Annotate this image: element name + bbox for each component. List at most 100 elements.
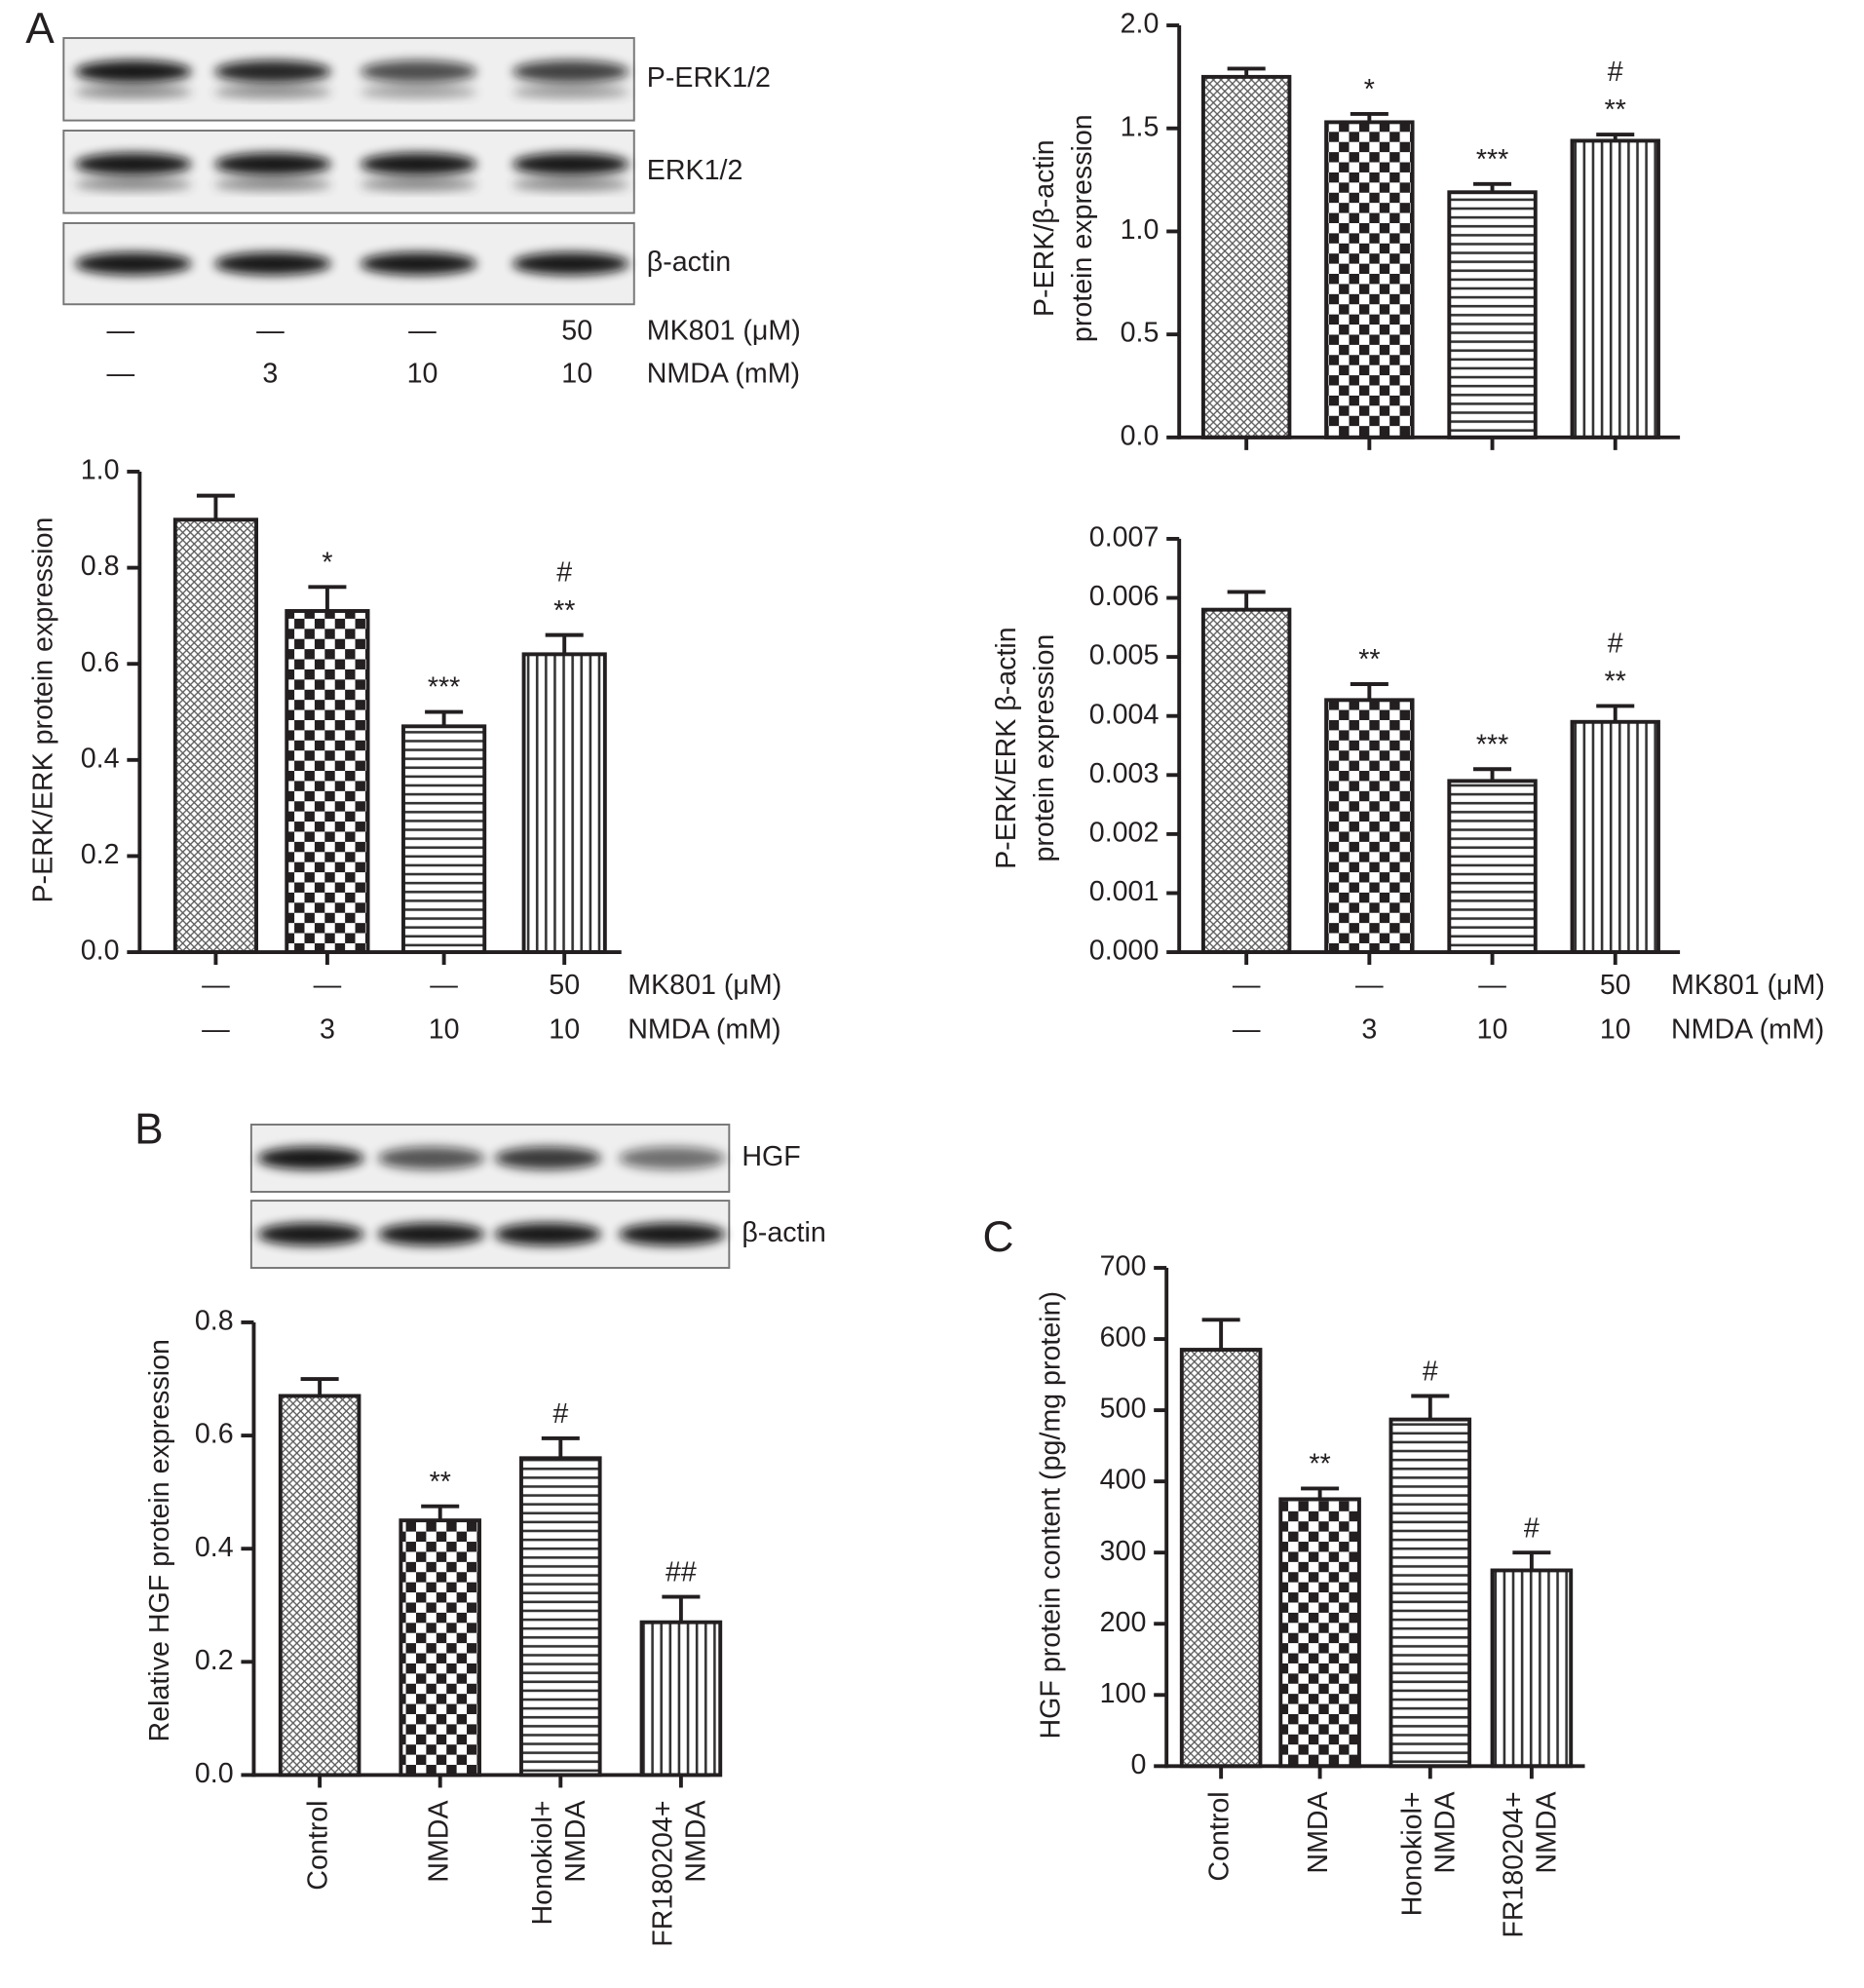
y-tick-label: 0.0 bbox=[1121, 420, 1160, 451]
y-axis-label: P-ERK/β-actin bbox=[1029, 139, 1060, 317]
blot-band bbox=[360, 152, 477, 176]
condition-label: — bbox=[408, 315, 437, 346]
significance-label: ## bbox=[666, 1557, 697, 1588]
x-tick-label: Control bbox=[1204, 1791, 1236, 1881]
bar bbox=[399, 1518, 481, 1778]
blot-band bbox=[512, 85, 629, 98]
bar bbox=[521, 652, 607, 955]
condition-label: — bbox=[314, 970, 342, 1001]
y-tick-label: 1.5 bbox=[1121, 111, 1160, 142]
condition-label: — bbox=[1478, 970, 1506, 1001]
blot-band bbox=[619, 1146, 726, 1170]
blot-label: P-ERK1/2 bbox=[647, 62, 771, 94]
blot-band bbox=[75, 251, 192, 276]
bar bbox=[172, 517, 259, 955]
condition-label: 50 bbox=[1600, 970, 1631, 1001]
significance-label: ** bbox=[553, 595, 575, 627]
bar bbox=[639, 1620, 723, 1778]
significance-label: *** bbox=[1476, 144, 1508, 175]
bar bbox=[1200, 607, 1292, 955]
bar bbox=[278, 1394, 361, 1778]
panel-label: C bbox=[983, 1213, 1014, 1261]
y-axis-label: Relative HGF protein expression bbox=[144, 1339, 175, 1741]
y-tick-label: 300 bbox=[1100, 1536, 1147, 1567]
significance-label: ** bbox=[1605, 667, 1626, 698]
y-tick-label: 0.8 bbox=[195, 1306, 234, 1337]
blot-band bbox=[494, 1222, 601, 1246]
blot-band bbox=[214, 85, 331, 98]
blot-band bbox=[75, 85, 192, 98]
blot-band bbox=[75, 152, 192, 176]
condition-label: — bbox=[430, 970, 458, 1001]
panel-label: B bbox=[134, 1105, 164, 1153]
y-tick-label: 0.002 bbox=[1089, 817, 1160, 848]
condition-label: 3 bbox=[1361, 1013, 1377, 1045]
y-tick-label: 0.005 bbox=[1089, 640, 1160, 671]
y-tick-label: 0.4 bbox=[81, 743, 120, 774]
condition-label: — bbox=[256, 315, 285, 346]
blot-band bbox=[494, 1146, 601, 1170]
bar bbox=[1570, 719, 1660, 955]
condition-label: 10 bbox=[429, 1013, 460, 1045]
y-tick-label: 0.2 bbox=[195, 1645, 234, 1676]
error-bar bbox=[1512, 1550, 1551, 1571]
y-tick-label: 0.2 bbox=[81, 839, 120, 870]
blot-band bbox=[257, 1222, 364, 1246]
condition-label: 3 bbox=[262, 359, 278, 390]
condition-label: — bbox=[1233, 970, 1261, 1001]
x-tick-label: NMDA bbox=[1531, 1790, 1562, 1873]
error-bar bbox=[308, 585, 347, 611]
y-tick-label: 700 bbox=[1100, 1251, 1147, 1282]
blot-band bbox=[214, 177, 331, 191]
blot-band bbox=[512, 59, 629, 84]
condition-label: 50 bbox=[549, 970, 580, 1001]
bar bbox=[519, 1456, 602, 1778]
error-bar bbox=[1473, 767, 1512, 782]
error-bar bbox=[541, 1436, 580, 1459]
y-tick-label: 0.007 bbox=[1089, 521, 1160, 553]
blot-band bbox=[619, 1222, 726, 1246]
significance-label: # bbox=[556, 557, 572, 589]
error-bar bbox=[1201, 1318, 1240, 1351]
x-tick-label: NMDA bbox=[680, 1800, 711, 1883]
blot-band bbox=[214, 251, 331, 276]
error-bar bbox=[196, 493, 235, 520]
condition-label: — bbox=[107, 315, 135, 346]
significance-label: # bbox=[552, 1398, 568, 1430]
error-bar bbox=[545, 632, 584, 655]
bar bbox=[1388, 1417, 1472, 1769]
condition-label: 50 bbox=[561, 315, 592, 346]
condition-name: NMDA (mM) bbox=[628, 1013, 780, 1045]
y-tick-label: 0.6 bbox=[81, 647, 120, 678]
condition-label: 3 bbox=[320, 1013, 335, 1045]
error-bar bbox=[1596, 704, 1635, 722]
y-tick-label: 0.006 bbox=[1089, 581, 1160, 612]
blot-band bbox=[360, 59, 477, 84]
bar bbox=[1447, 190, 1538, 440]
y-tick-label: 0.4 bbox=[195, 1532, 234, 1563]
blot-band bbox=[512, 152, 629, 176]
condition-name: MK801 (μM) bbox=[1671, 970, 1825, 1001]
significance-label: # bbox=[1608, 629, 1623, 660]
significance-label: ** bbox=[1605, 95, 1626, 126]
condition-name: NMDA (mM) bbox=[1671, 1013, 1824, 1045]
significance-label: # bbox=[1608, 57, 1623, 88]
y-axis-label: P-ERK/ERK β-actin bbox=[991, 627, 1022, 869]
error-bar bbox=[1227, 590, 1266, 610]
blot-band bbox=[377, 1222, 485, 1246]
y-tick-label: 0.000 bbox=[1089, 936, 1160, 967]
x-tick-label: NMDA bbox=[560, 1800, 591, 1883]
error-bar bbox=[1350, 682, 1388, 701]
panel-label: A bbox=[25, 5, 55, 53]
error-bar bbox=[425, 709, 464, 727]
bar bbox=[1570, 138, 1660, 440]
blot-band bbox=[360, 85, 477, 98]
y-tick-label: 500 bbox=[1100, 1394, 1147, 1425]
y-tick-label: 400 bbox=[1100, 1465, 1147, 1496]
condition-name: MK801 (μM) bbox=[647, 315, 801, 346]
significance-label: ** bbox=[1358, 644, 1380, 675]
blot-label: β-actin bbox=[742, 1217, 825, 1248]
condition-label: — bbox=[1355, 970, 1384, 1001]
